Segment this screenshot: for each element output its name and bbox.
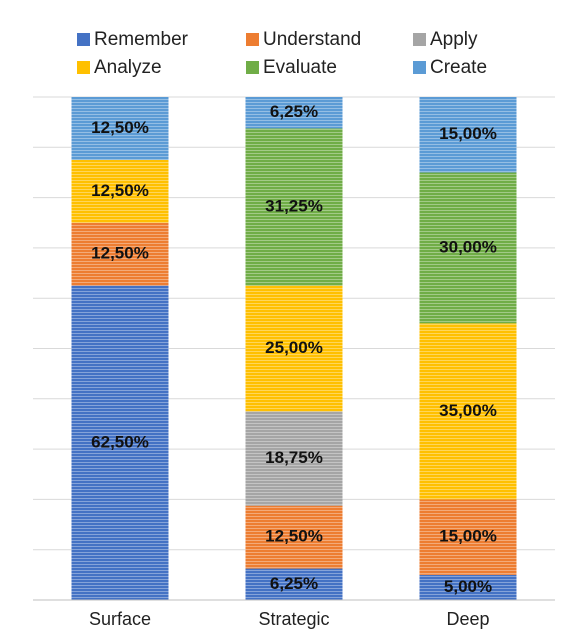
legend-swatch <box>413 61 426 74</box>
value-label: 30,00% <box>439 237 497 256</box>
legend-swatch <box>246 33 259 46</box>
value-label: 5,00% <box>444 577 492 596</box>
bar-texture <box>245 128 343 286</box>
value-label: 15,00% <box>439 124 497 143</box>
value-label: 25,00% <box>265 338 323 357</box>
bar-texture <box>419 499 517 575</box>
bar-texture <box>245 97 343 129</box>
bar-texture <box>245 505 343 569</box>
x-tick-label: Surface <box>89 609 151 629</box>
value-label: 35,00% <box>439 401 497 420</box>
bar-texture <box>245 411 343 506</box>
legend-swatch <box>77 33 90 46</box>
bar-texture <box>419 97 517 173</box>
legend-swatch <box>246 61 259 74</box>
value-label: 12,50% <box>91 181 149 200</box>
bar-texture <box>245 568 343 600</box>
bar-texture <box>419 574 517 600</box>
x-tick-label: Strategic <box>258 609 329 629</box>
value-label: 18,75% <box>265 448 323 467</box>
value-label: 6,25% <box>270 102 318 121</box>
bar-texture <box>245 285 343 412</box>
legend-label: Create <box>430 57 487 78</box>
bar-texture <box>71 97 169 160</box>
legend-label: Analyze <box>94 57 162 78</box>
bar-texture <box>71 285 169 600</box>
value-label: 12,50% <box>91 244 149 263</box>
value-label: 15,00% <box>439 527 497 546</box>
legend-label: Understand <box>263 29 361 50</box>
value-label: 12,50% <box>91 118 149 137</box>
value-label: 6,25% <box>270 574 318 593</box>
legend-label: Apply <box>430 29 478 50</box>
value-label: 31,25% <box>265 197 323 216</box>
bar-texture <box>71 222 169 286</box>
x-tick-label: Deep <box>446 609 489 629</box>
value-label: 62,50% <box>91 432 149 451</box>
bar-texture <box>419 323 517 500</box>
legend-label: Remember <box>94 29 189 50</box>
value-label: 12,50% <box>265 527 323 546</box>
bar-texture <box>71 159 169 223</box>
legend-label: Evaluate <box>263 57 337 78</box>
legend-swatch <box>413 33 426 46</box>
bar-texture <box>419 172 517 324</box>
legend-swatch <box>77 61 90 74</box>
